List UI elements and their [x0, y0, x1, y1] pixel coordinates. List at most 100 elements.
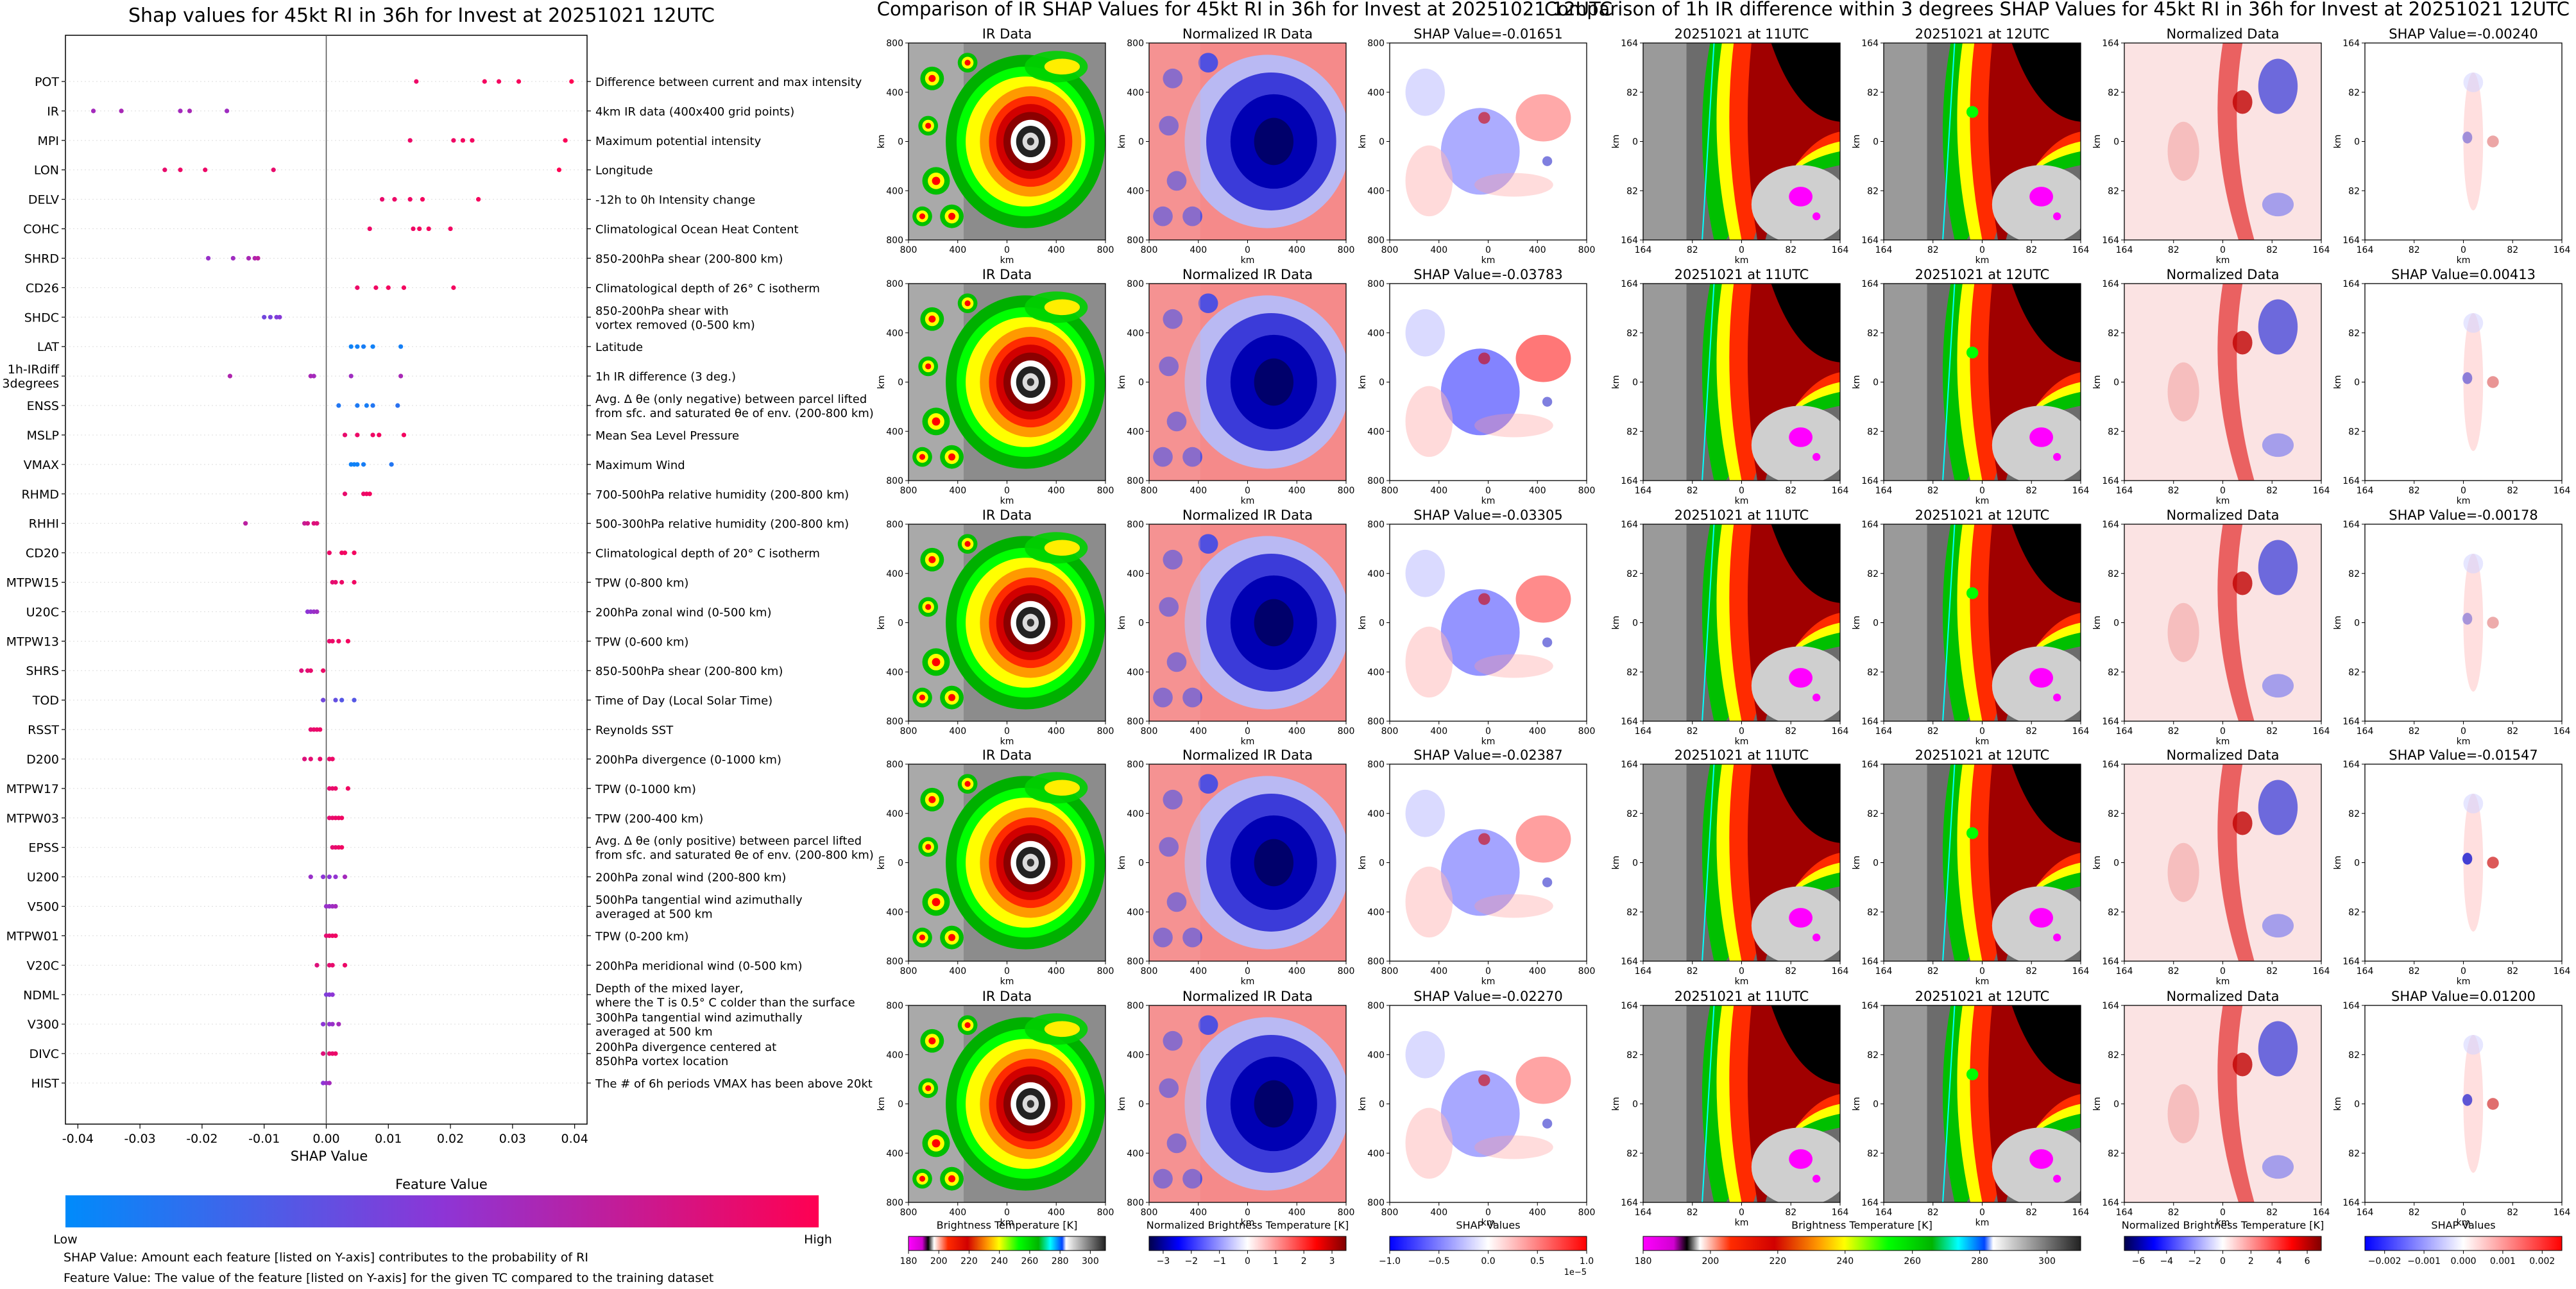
shap-point	[333, 903, 338, 909]
shap-point	[355, 432, 360, 438]
panel-xtick-label: 164	[2554, 1208, 2571, 1218]
diff-shap-image	[2365, 764, 2562, 961]
panel-ylabel: km	[1852, 1097, 1862, 1111]
shap-point	[339, 815, 345, 821]
panel-xtick-label: 800	[1141, 1208, 1158, 1218]
panel-xlabel: km	[1241, 1218, 1255, 1228]
ir-shap-colorbar-tick-label: 1.0	[1580, 1256, 1594, 1267]
panel-ytick-label: 82	[1626, 329, 1638, 339]
shap-point	[342, 875, 348, 880]
panel-xtick-label: 400	[1190, 486, 1207, 496]
panel-ylabel: km	[1117, 135, 1127, 149]
panel-ytick-label: 400	[886, 667, 903, 678]
normalized-ir-colorbar-tick-label: −2	[1184, 1256, 1198, 1267]
panel-xlabel: km	[2216, 496, 2230, 506]
panel-xtick-label: 82	[1927, 966, 1939, 977]
panel-xtick-label: 82	[2266, 1208, 2278, 1218]
panel-xtick-label: 0	[1004, 1208, 1010, 1218]
panel-xtick-label: 0	[2220, 966, 2226, 977]
panel-xtick-label: 800	[1097, 726, 1114, 737]
panel-ytick-label: 164	[2342, 38, 2360, 49]
feature-description: Avg. Δ θe (only positive) between parcel…	[595, 835, 874, 862]
panel-xlabel: km	[1481, 255, 1496, 266]
panel-ytick-label: 82	[2108, 1050, 2119, 1061]
panel-ytick-label: 164	[2342, 1198, 2360, 1208]
panel-ytick-label: 0	[1379, 858, 1385, 869]
shap-point	[246, 255, 252, 261]
zoom-ir-image	[1884, 43, 2081, 240]
panel-ytick-label: 800	[1367, 717, 1385, 727]
panel-ytick-label: 400	[1127, 186, 1144, 196]
panel-ylabel: km	[2092, 375, 2103, 389]
normalized-ir-image	[1149, 43, 1346, 240]
panel-ytick-label: 800	[886, 520, 903, 530]
panel-title: Normalized Data	[2167, 508, 2280, 523]
feature-name: IR	[47, 105, 59, 119]
panel-ytick-label: 0	[2354, 619, 2360, 629]
ir-shap-image	[1390, 1005, 1587, 1202]
panel-ytick-label: 0	[1873, 858, 1879, 869]
panel-ylabel: km	[1852, 135, 1862, 149]
panel-ylabel: km	[2092, 856, 2103, 870]
shap-point	[407, 197, 413, 202]
panel-xlabel: km	[2457, 1218, 2471, 1228]
panel-title: 20251021 at 12UTC	[1915, 267, 2050, 282]
shap-point	[401, 432, 407, 438]
shap-point	[352, 697, 357, 703]
panel-ytick-label: 82	[1867, 88, 1879, 98]
shap-point	[348, 373, 354, 379]
panel-xtick-label: 400	[1190, 1208, 1207, 1218]
panel-title: IR Data	[982, 26, 1032, 42]
feature-name: MTPW03	[6, 812, 59, 826]
feature-name: V300	[28, 1018, 59, 1032]
shap-point	[305, 521, 311, 526]
panel-xtick-label: 82	[2507, 486, 2518, 496]
diff-normalized-colorbar-tick-label: −2	[2188, 1256, 2201, 1267]
ir-colorbar-tick-label: 300	[1082, 1256, 1099, 1267]
shap-xlabel: SHAP Value	[291, 1148, 368, 1164]
shap-point	[178, 167, 183, 173]
panel-ytick-label: 800	[1367, 476, 1385, 486]
diff-normalized-colorbar-tick-label: −4	[2160, 1256, 2173, 1267]
panel-xlabel: km	[2457, 255, 2471, 266]
panel-ytick-label: 0	[2354, 1100, 2360, 1110]
shap-point	[420, 197, 425, 202]
shap-point	[314, 609, 320, 615]
panel-xlabel: km	[1000, 496, 1014, 506]
panel-title: SHAP Value=-0.00240	[2389, 26, 2538, 42]
panel-xtick-label: 400	[1430, 245, 1447, 255]
panel-xtick-label: 82	[2409, 486, 2420, 496]
panel-ytick-label: 164	[1861, 520, 1879, 530]
panel-title: IR Data	[982, 989, 1032, 1004]
feature-value-colorbar	[65, 1195, 819, 1227]
panel-xtick-label: 82	[2409, 1208, 2420, 1218]
panel-ytick-label: 164	[1861, 1198, 1879, 1208]
zoom-ir-image	[1884, 524, 2081, 721]
panel-xtick-label: 164	[1832, 1208, 1849, 1218]
panel-xlabel: km	[2216, 737, 2230, 747]
diff-shap-colorbar-tick-label: 0.000	[2450, 1256, 2476, 1267]
feature-description: Avg. Δ θe (only negative) between parcel…	[595, 393, 874, 420]
panel-ytick-label: 164	[2102, 476, 2119, 486]
normalized-diff-image	[2124, 524, 2321, 721]
panel-xtick-label: 82	[2409, 966, 2420, 977]
panel-ytick-label: 400	[1367, 667, 1385, 678]
panel-title: IR Data	[982, 747, 1032, 763]
panel-ytick-label: 800	[1127, 1001, 1144, 1011]
panel-ytick-label: 0	[1873, 619, 1879, 629]
panel-xtick-label: 82	[2507, 245, 2518, 255]
panel-ytick-label: 400	[1127, 1050, 1144, 1061]
panel-xtick-label: 800	[900, 726, 917, 737]
panel-xlabel: km	[1000, 737, 1014, 747]
panel-ytick-label: 800	[886, 235, 903, 246]
panel-xtick-label: 164	[1635, 486, 1652, 496]
panel-ytick-label: 800	[886, 38, 903, 49]
panel-ytick-label: 800	[1367, 1001, 1385, 1011]
panel-title: 20251021 at 11UTC	[1675, 747, 1809, 763]
panel-title: SHAP Value=0.00413	[2391, 267, 2536, 282]
panel-ylabel: km	[1358, 1097, 1368, 1111]
panel-xtick-label: 164	[2313, 486, 2330, 496]
panel-xtick-label: 400	[1190, 726, 1207, 737]
